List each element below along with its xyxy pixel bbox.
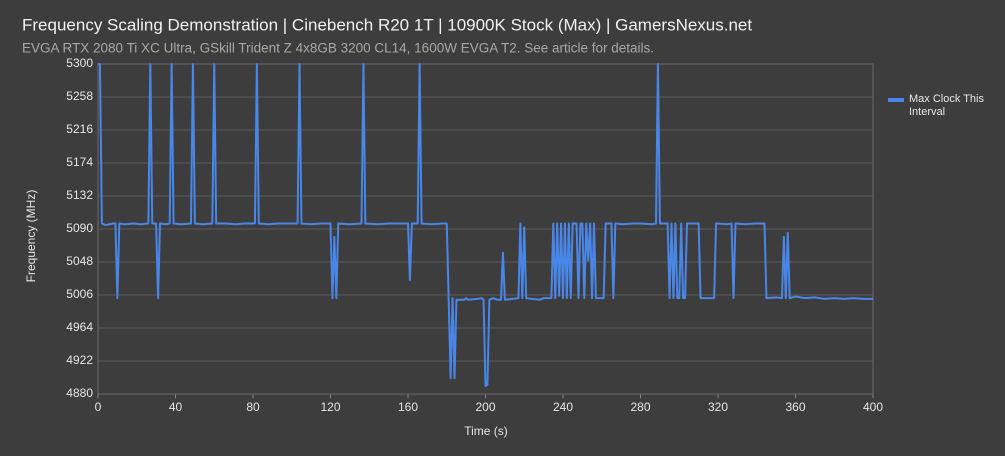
x-tick-label: 120 [320, 400, 340, 414]
x-tick-label: 240 [553, 400, 573, 414]
y-tick-label: 5300 [66, 56, 93, 70]
chart-subtitle: EVGA RTX 2080 Ti XC Ultra, GSkill Triden… [22, 41, 654, 56]
x-tick-label: 80 [246, 400, 260, 414]
y-tick-label: 5048 [66, 254, 93, 268]
y-tick-label: 5174 [66, 155, 93, 169]
y-tick-label: 5216 [66, 122, 93, 136]
data-line [98, 63, 873, 388]
legend: Max Clock This Interval [888, 93, 989, 119]
x-tick-label: 280 [630, 400, 650, 414]
x-tick-label: 0 [95, 400, 102, 414]
y-tick-label: 5258 [66, 89, 93, 103]
y-tick-label: 4880 [66, 386, 93, 400]
y-tick-label: 5090 [66, 221, 93, 235]
plot-border [97, 63, 874, 395]
y-axis-label: Frequency (MHz) [24, 190, 38, 283]
x-tick-label: 160 [398, 400, 418, 414]
x-tick-label: 200 [475, 400, 495, 414]
x-axis-label: Time (s) [464, 424, 508, 438]
x-tick-label: 320 [708, 400, 728, 414]
y-tick-label: 5006 [66, 287, 93, 301]
x-tick-label: 360 [785, 400, 805, 414]
y-tick-label: 4964 [66, 320, 93, 334]
legend-label: Max Clock This Interval [909, 93, 984, 118]
x-tick-label: 400 [863, 400, 883, 414]
legend-swatch [888, 98, 904, 102]
chart-title: Frequency Scaling Demonstration | Cinebe… [22, 15, 752, 34]
y-tick-label: 5132 [66, 188, 93, 202]
y-tick-label: 4922 [66, 353, 93, 367]
x-tick-label: 40 [169, 400, 183, 414]
